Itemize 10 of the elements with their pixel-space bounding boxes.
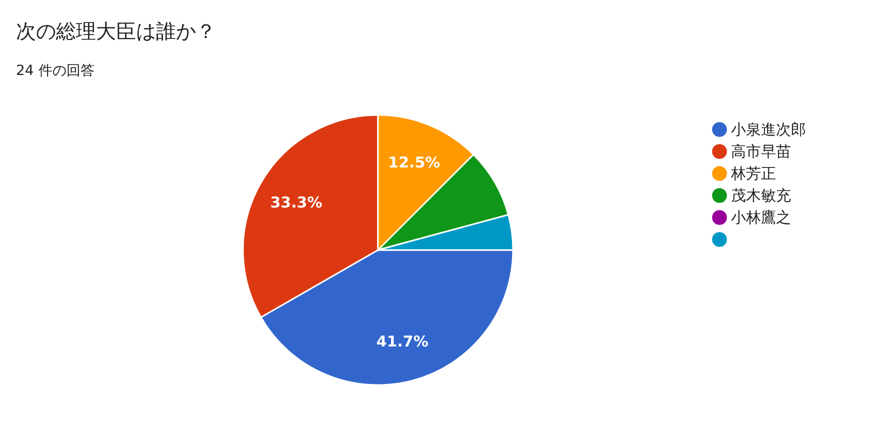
legend-label: 小林鷹之 (731, 208, 791, 226)
data-label: 41.7% (376, 332, 428, 350)
data-label: 12.5% (388, 154, 440, 172)
legend-label: 茂木敏充 (731, 186, 791, 204)
legend-label: 林芳正 (730, 164, 776, 182)
chart-title: 次の総理大臣は誰か？ (16, 19, 216, 43)
legend-label: 小泉進次郎 (731, 120, 806, 138)
data-label: 33.3% (270, 194, 322, 212)
legend-label: 高市早苗 (731, 142, 791, 160)
text: 24 件の回答 (16, 63, 94, 79)
